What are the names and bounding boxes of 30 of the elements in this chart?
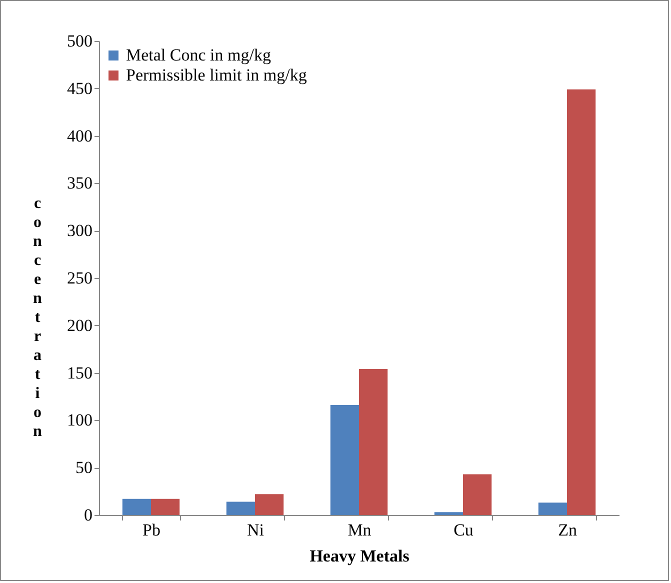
y-tick-label: 400 bbox=[67, 126, 92, 146]
y-tick-label: 50 bbox=[76, 458, 92, 478]
y-tick-label: 500 bbox=[67, 32, 92, 50]
bar bbox=[226, 502, 255, 515]
legend-label: Metal Conc in mg/kg bbox=[126, 46, 272, 64]
bar bbox=[330, 405, 359, 515]
x-tick-label: Ni bbox=[247, 520, 264, 540]
bar bbox=[538, 502, 567, 515]
bar bbox=[122, 498, 151, 515]
y-tick-label: 300 bbox=[67, 221, 92, 240]
bar bbox=[463, 474, 492, 515]
y-tick-label: 0 bbox=[84, 506, 92, 524]
bar bbox=[359, 369, 388, 515]
text: concentration bbox=[33, 195, 42, 440]
legend-label: Permissible limit in mg/kg bbox=[126, 66, 308, 84]
x-tick-label: Cu bbox=[454, 520, 474, 540]
bar bbox=[151, 498, 180, 515]
bar bbox=[255, 494, 284, 515]
x-tick-label: Zn bbox=[558, 520, 578, 540]
y-tick-label: 350 bbox=[67, 174, 92, 193]
x-tick-label: Mn bbox=[348, 520, 372, 540]
y-tick-label: 100 bbox=[67, 410, 92, 430]
x-tick-label: Pb bbox=[142, 520, 160, 540]
bar bbox=[434, 512, 463, 515]
y-tick-label: 450 bbox=[67, 78, 92, 98]
y-tick-label: 150 bbox=[67, 363, 92, 382]
y-tick-label: 200 bbox=[67, 316, 92, 335]
y-tick-label: 250 bbox=[67, 268, 92, 288]
bar bbox=[567, 89, 596, 515]
x-axis-title: Heavy Metals bbox=[310, 546, 410, 566]
